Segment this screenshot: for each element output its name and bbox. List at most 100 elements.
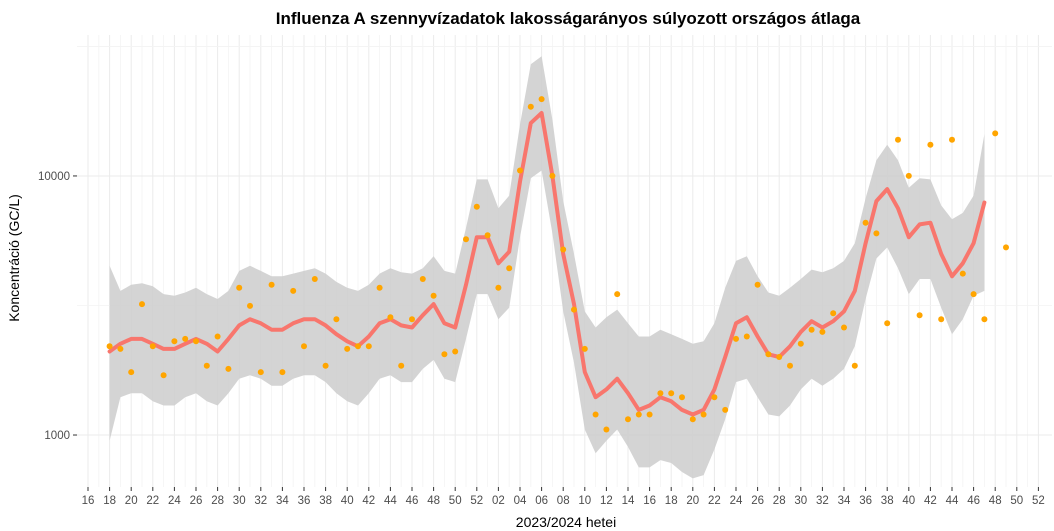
observed-point [279,369,286,376]
observed-point [743,333,750,340]
x-axis-label: 2023/2024 hetei [516,514,616,530]
x-tick-label: 48 [989,495,1002,507]
observed-point [873,230,880,237]
observed-point [355,343,361,350]
observed-point [171,338,178,345]
observed-point [851,362,858,369]
observed-point [754,281,761,288]
observed-point [927,141,934,148]
x-tick-label: 06 [535,495,548,507]
smoothed-line [107,111,987,417]
x-tick-label: 10 [578,495,591,507]
ci-band-area [109,56,985,479]
x-tick-label: 50 [449,495,462,507]
x-tick-label: 36 [859,495,872,507]
observed-point [409,316,415,323]
observed-point [203,362,210,369]
observed-point [689,416,696,423]
observed-point [322,362,329,369]
x-tick-label: 26 [190,495,203,507]
observed-point [149,343,156,350]
observed-point [139,301,145,308]
y-axis-ticks: 1000 10000 [38,171,77,442]
observed-point [441,351,448,358]
x-tick-label: 22 [708,495,721,507]
observed-point [895,136,901,143]
observed-point [592,411,599,418]
observed-point [344,345,351,352]
x-tick-label: 42 [362,495,375,507]
observed-point [797,340,804,347]
observed-point [268,281,275,288]
observed-point [700,411,707,418]
observed-point [581,345,588,352]
trend-line [107,111,987,417]
observed-point [527,103,534,110]
observed-point [981,316,988,323]
x-tick-label: 26 [751,495,764,507]
observed-point [419,276,426,282]
observed-points [106,96,1009,433]
observed-point [398,362,405,369]
observed-point [160,372,167,379]
ci-band [109,56,985,479]
x-tick-label: 34 [276,495,289,507]
observed-point [473,203,480,210]
observed-point [992,130,999,137]
observed-point [722,406,729,413]
observed-point [128,369,135,376]
x-tick-label: 40 [341,495,354,507]
observed-point [884,320,891,327]
observed-point [387,314,394,321]
observed-point [819,328,826,335]
observed-point [733,335,739,342]
observed-point [257,369,264,376]
observed-point [938,316,945,323]
x-tick-label: 24 [730,495,743,507]
observed-point [214,333,221,340]
observed-point [182,335,189,342]
observed-point [571,306,577,313]
observed-point [668,390,675,397]
observed-point [549,172,556,179]
y-axis-label: Koncentráció (GC/L) [6,194,22,322]
x-tick-label: 48 [427,495,440,507]
x-tick-label: 18 [665,495,678,507]
observed-point [333,316,340,323]
observed-point [376,284,383,291]
observed-point [247,302,253,309]
observed-point [787,362,793,369]
x-tick-label: 42 [924,495,937,507]
x-tick-label: 32 [816,495,829,507]
x-tick-label: 22 [146,495,159,507]
x-tick-label: 50 [1010,495,1023,507]
observed-point [959,270,966,277]
x-tick-label: 38 [319,495,332,507]
observed-point [236,284,243,291]
x-tick-label: 36 [298,495,311,507]
observed-point [625,416,631,423]
observed-point [1003,244,1009,251]
observed-point [657,390,664,397]
x-tick-label: 34 [838,495,851,507]
y-tick-label: 1000 [44,430,70,442]
observed-point [635,411,642,418]
x-tick-label: 38 [881,495,894,507]
observed-point [452,348,459,355]
x-tick-label: 20 [686,495,699,507]
observed-point [949,136,955,143]
x-tick-label: 18 [103,495,116,507]
observed-point [311,276,318,282]
x-tick-label: 32 [254,495,267,507]
observed-point [225,365,232,372]
x-tick-label: 46 [406,495,419,507]
x-tick-label: 20 [125,495,138,507]
observed-point [765,351,772,358]
x-tick-label: 16 [82,495,95,507]
observed-point [506,265,513,272]
x-tick-label: 52 [1032,495,1045,507]
observed-point [495,284,502,291]
x-tick-label: 24 [168,495,181,507]
observed-point [970,291,977,298]
